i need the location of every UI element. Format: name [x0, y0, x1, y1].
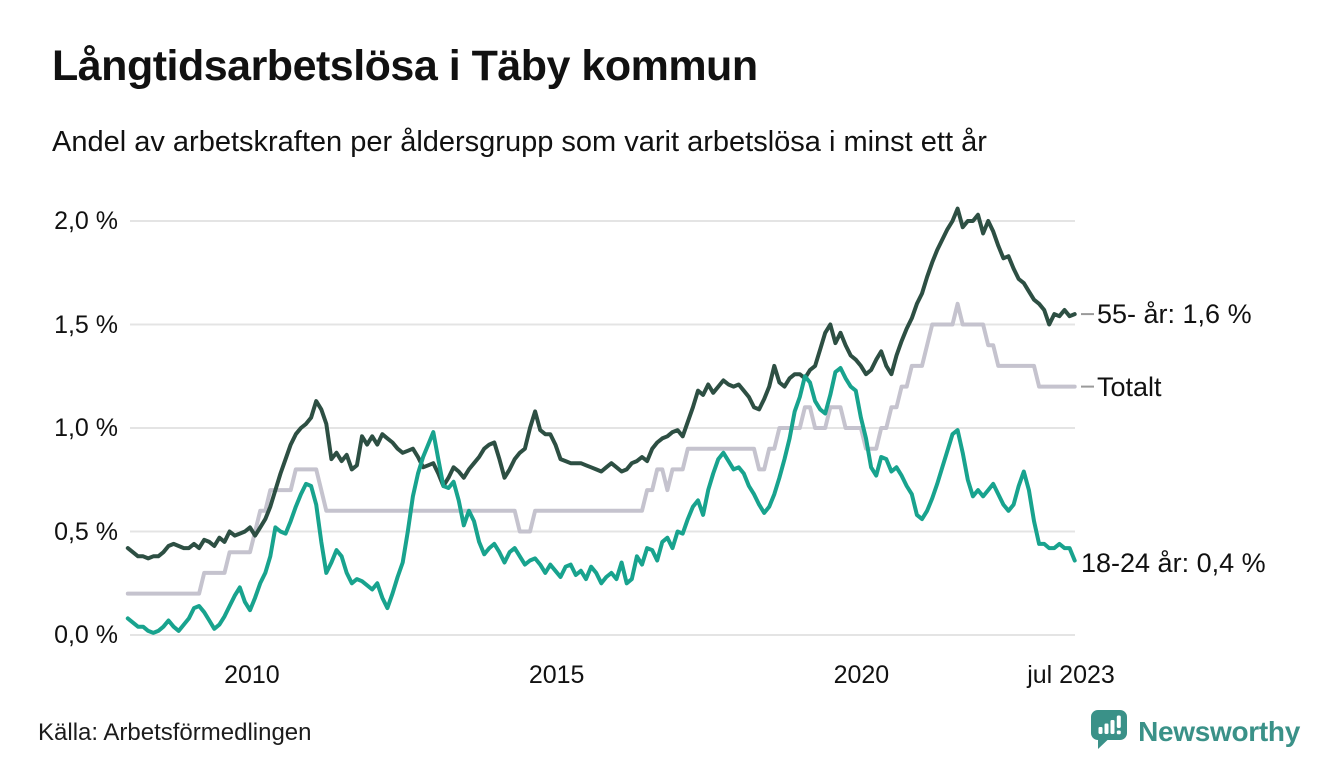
y-tick-label: 2,0 %: [54, 207, 118, 235]
series-line-18-24-ar: [125, 366, 1077, 635]
series-end-label-totalt: Totalt: [1097, 371, 1162, 402]
brand-logo: Newsworthy: [1089, 708, 1300, 755]
series-end-label-55-ar: 55- år: 1,6 %: [1097, 299, 1252, 330]
series-end-label-18-24-ar: 18-24 år: 0,4 %: [1081, 548, 1266, 579]
x-tick-label: jul 2023: [1027, 661, 1115, 689]
y-tick-label: 0,0 %: [54, 621, 118, 649]
page-title: Långtidsarbetslösa i Täby kommun: [52, 42, 758, 90]
y-tick-label: 1,0 %: [54, 414, 118, 442]
brand-name: Newsworthy: [1138, 715, 1300, 747]
x-tick-label: 2010: [224, 661, 280, 689]
x-tick-label: 2015: [528, 661, 585, 689]
y-tick-label: 1,5 %: [54, 310, 118, 339]
series-line-55-ar: [125, 206, 1077, 561]
series-line-totalt: [125, 301, 1077, 596]
page-subtitle: Andel av arbetskraften per åldersgrupp s…: [52, 126, 987, 158]
source-caption: Källa: Arbetsförmedlingen: [38, 719, 312, 746]
x-tick-label: 2020: [833, 661, 890, 689]
y-tick-label: 0,5 %: [54, 517, 118, 546]
newsworthy-speech-bubble-chart-icon: [1089, 708, 1129, 755]
